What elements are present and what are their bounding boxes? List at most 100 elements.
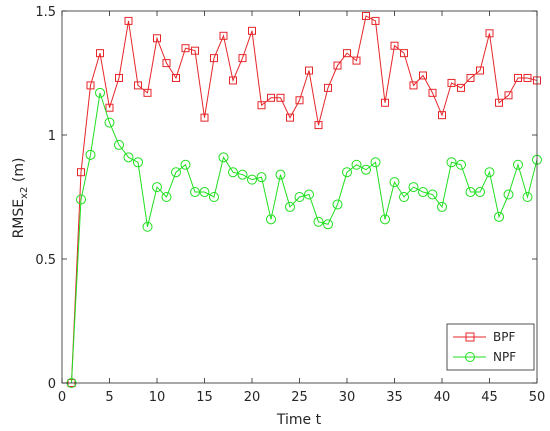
legend-marker-bpf: [465, 332, 475, 342]
data-point-bpf: [381, 98, 389, 107]
data-point-bpf: [276, 93, 285, 102]
data-point-npf: [399, 192, 409, 202]
x-tick-label: 25: [291, 390, 308, 405]
data-point-bpf: [447, 78, 456, 87]
data-point-npf: [323, 219, 333, 230]
data-point-npf: [114, 139, 124, 150]
data-point-bpf: [172, 73, 180, 82]
legend-box: [446, 323, 535, 371]
data-point-npf: [475, 187, 485, 198]
data-point-bpf: [153, 34, 161, 43]
data-point-npf: [313, 216, 324, 227]
data-point-bpf: [400, 49, 408, 58]
x-tick-label: 50: [529, 390, 546, 405]
data-point-bpf: [514, 73, 522, 82]
data-point-bpf: [219, 31, 228, 40]
data-point-npf: [104, 117, 115, 128]
data-point-bpf: [457, 83, 465, 92]
data-point-bpf: [105, 103, 114, 112]
data-point-bpf: [390, 41, 399, 50]
data-point-npf: [332, 199, 343, 210]
data-point-bpf: [181, 44, 190, 53]
data-point-npf: [256, 172, 267, 183]
data-point-bpf: [295, 96, 304, 105]
data-point-bpf: [115, 73, 123, 82]
data-point-bpf: [162, 59, 171, 68]
y-axis-label-subscript: x2: [19, 187, 30, 199]
data-point-bpf: [523, 73, 532, 82]
data-point-npf: [380, 214, 390, 225]
data-point-bpf: [86, 81, 95, 90]
data-point-bpf: [248, 26, 256, 35]
data-point-bpf: [305, 66, 313, 75]
data-point-bpf: [96, 49, 104, 58]
data-point-bpf: [210, 54, 218, 63]
data-point-npf: [123, 152, 134, 163]
y-axis-label-main: RMSE: [11, 199, 27, 239]
data-point-bpf: [314, 121, 323, 130]
data-point-npf: [171, 167, 181, 178]
data-point-npf: [180, 159, 191, 170]
data-point-bpf: [77, 168, 85, 177]
data-point-npf: [427, 189, 438, 200]
x-tick-label: 15: [196, 390, 213, 405]
data-point-npf: [418, 187, 428, 198]
data-point-npf: [361, 164, 371, 175]
data-point-npf: [209, 192, 219, 202]
data-point-bpf: [324, 83, 332, 92]
data-point-bpf: [362, 11, 370, 20]
y-tick-label: 1.5: [35, 5, 56, 20]
data-point-npf: [456, 159, 466, 170]
data-point-npf: [370, 157, 381, 168]
data-point-npf: [446, 157, 457, 168]
data-point-npf: [437, 201, 447, 212]
x-tick-label: 5: [105, 390, 113, 405]
x-tick-label: 40: [434, 390, 451, 405]
data-point-bpf: [267, 93, 275, 102]
data-point-bpf: [257, 101, 266, 110]
data-point-bpf: [409, 81, 418, 90]
data-point-npf: [85, 149, 96, 160]
data-point-npf: [408, 182, 419, 193]
data-point-bpf: [495, 98, 503, 107]
data-point-npf: [161, 192, 172, 202]
y-tick-label: 0.5: [35, 253, 56, 268]
legend: BPF NPF: [446, 323, 535, 371]
data-point-bpf: [124, 16, 133, 25]
data-point-bpf: [419, 71, 427, 80]
data-point-npf: [95, 87, 105, 98]
data-point-npf: [304, 189, 314, 200]
y-axis-label-unit: (m): [11, 158, 27, 187]
data-point-npf: [218, 152, 229, 163]
data-point-bpf: [229, 76, 237, 85]
data-point-npf: [266, 214, 276, 225]
data-point-bpf: [504, 91, 513, 100]
x-axis-label: Time t: [276, 412, 322, 428]
data-point-npf: [342, 167, 352, 178]
y-axis-label: RMSEx2 (m): [11, 158, 30, 239]
data-point-bpf: [428, 88, 437, 97]
x-tick-label: 35: [386, 390, 403, 405]
data-point-bpf: [438, 111, 446, 120]
data-point-npf: [237, 169, 248, 180]
data-point-bpf: [191, 46, 199, 55]
x-tick-label: 45: [481, 390, 498, 405]
legend-label-bpf: BPF: [493, 330, 515, 344]
data-point-bpf: [485, 29, 494, 38]
data-point-npf: [275, 169, 286, 180]
data-point-bpf: [371, 16, 380, 25]
data-point-npf: [494, 211, 504, 222]
data-point-npf: [522, 192, 533, 202]
legend-label-npf: NPF: [493, 350, 516, 364]
y-tick-label: 0: [48, 377, 56, 392]
data-point-bpf: [286, 113, 294, 122]
data-point-bpf: [343, 49, 351, 58]
legend-marker-npf: [465, 352, 475, 362]
y-tick-label: 1: [48, 129, 56, 144]
data-point-npf: [152, 182, 162, 193]
plot-area: [66, 11, 542, 388]
data-point-bpf: [476, 66, 484, 75]
data-point-npf: [133, 157, 143, 168]
data-point-bpf: [238, 54, 247, 63]
